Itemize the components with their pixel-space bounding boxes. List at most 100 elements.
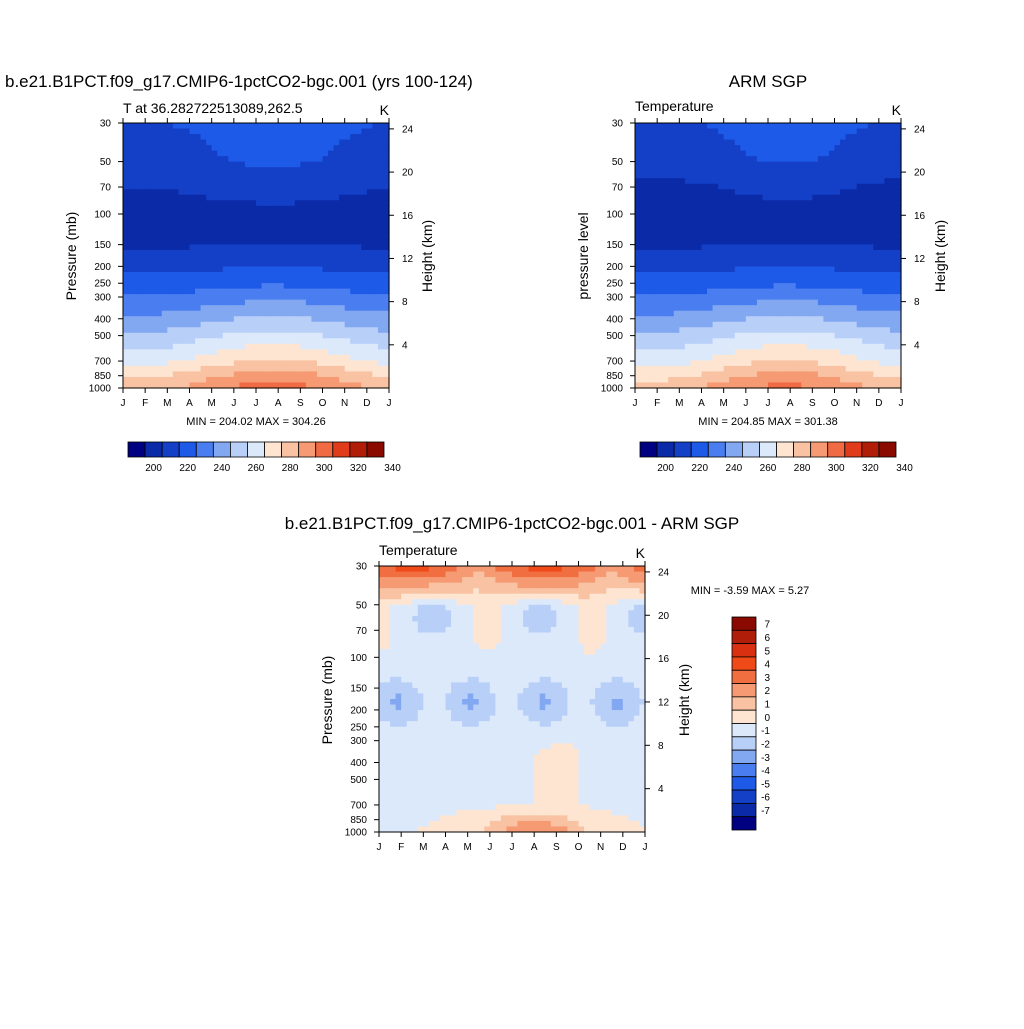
contour-cell — [178, 173, 184, 179]
contour-cell — [807, 267, 813, 273]
contour-cell — [284, 222, 290, 228]
contour-cell — [173, 239, 179, 245]
contour-cell — [751, 123, 757, 129]
contour-cell — [372, 200, 378, 206]
contour-cell — [295, 338, 301, 344]
contour-cell — [129, 289, 135, 295]
contour-cell — [573, 572, 579, 578]
contour-cell — [762, 222, 768, 228]
contour-cell — [156, 173, 162, 179]
y-tick-label: 30 — [100, 119, 112, 130]
contour-cell — [713, 239, 719, 245]
contour-cell — [862, 217, 868, 223]
contour-cell — [223, 322, 229, 328]
contour-cell — [306, 228, 312, 234]
contour-cell — [740, 189, 746, 195]
contour-cell — [823, 123, 829, 129]
contour-cell — [378, 294, 384, 300]
contour-cell — [790, 327, 796, 333]
contour-cell — [212, 217, 218, 223]
contour-cell — [372, 178, 378, 184]
contour-cell — [339, 200, 345, 206]
contour-cell — [156, 371, 162, 377]
contour-cell — [702, 222, 708, 228]
contour-cell — [306, 129, 312, 135]
contour-cell — [690, 145, 696, 151]
contour-cell — [178, 360, 184, 366]
contour-cell — [857, 184, 863, 190]
contour-cell — [801, 200, 807, 206]
contour-cell — [846, 140, 852, 146]
contour-cell — [156, 289, 162, 295]
contour-cell — [300, 316, 306, 322]
contour-cell — [862, 184, 868, 190]
contour-cell — [295, 261, 301, 267]
contour-cell — [713, 316, 719, 322]
contour-cell — [328, 316, 334, 322]
contour-cell — [167, 222, 173, 228]
contour-cell — [212, 294, 218, 300]
contour-cell — [774, 156, 780, 162]
contour-cell — [256, 151, 262, 157]
contour-cell — [334, 140, 340, 146]
contour-cell — [762, 184, 768, 190]
contour-cell — [173, 366, 179, 372]
contour-cell — [663, 200, 669, 206]
contour-cell — [724, 151, 730, 157]
contour-cell — [774, 162, 780, 168]
contour-cell — [245, 151, 251, 157]
contour-cell — [184, 195, 190, 201]
contour-cell — [657, 206, 663, 212]
contour-cell — [140, 316, 146, 322]
contour-cell — [151, 327, 157, 333]
contour-cell — [156, 344, 162, 350]
contour-cell — [884, 156, 890, 162]
contour-cell — [679, 145, 685, 151]
contour-cell — [890, 195, 896, 201]
contour-cell — [267, 322, 273, 328]
contour-cell — [801, 189, 807, 195]
contour-cell — [306, 316, 312, 322]
contour-cell — [835, 311, 841, 317]
contour-cell — [851, 283, 857, 289]
contour-cell — [641, 140, 647, 146]
contour-cell — [184, 173, 190, 179]
contour-cell — [234, 355, 240, 361]
contour-cell — [317, 162, 323, 168]
contour-cell — [646, 206, 652, 212]
contour-cell — [284, 211, 290, 217]
contour-cell — [641, 206, 647, 212]
contour-cell — [801, 283, 807, 289]
contour-cell — [840, 233, 846, 239]
contour-cell — [345, 333, 351, 339]
contour-cell — [184, 217, 190, 223]
contour-cell — [857, 289, 863, 295]
contour-cell — [206, 316, 212, 322]
contour-cell — [785, 366, 791, 372]
contour-cell — [190, 167, 196, 173]
contour-cell — [123, 322, 129, 328]
contour-cell — [668, 349, 674, 355]
contour-cell — [812, 217, 818, 223]
contour-cell — [746, 228, 752, 234]
contour-cell — [134, 366, 140, 372]
contour-cell — [140, 272, 146, 278]
contour-cell — [690, 239, 696, 245]
contour-cell — [206, 167, 212, 173]
contour-cell — [345, 278, 351, 284]
contour-cell — [334, 261, 340, 267]
contour-cell — [262, 316, 268, 322]
contour-cell — [768, 305, 774, 311]
contour-cell — [323, 211, 329, 217]
contour-cell — [151, 300, 157, 306]
contour-cell — [345, 360, 351, 366]
contour-cell — [234, 228, 240, 234]
contour-cell — [868, 222, 874, 228]
contour-cell — [256, 195, 262, 201]
contour-cell — [212, 377, 218, 383]
contour-cell — [890, 278, 896, 284]
contour-cell — [245, 278, 251, 284]
contour-cell — [790, 189, 796, 195]
contour-cell — [250, 289, 256, 295]
contour-cell — [707, 156, 713, 162]
